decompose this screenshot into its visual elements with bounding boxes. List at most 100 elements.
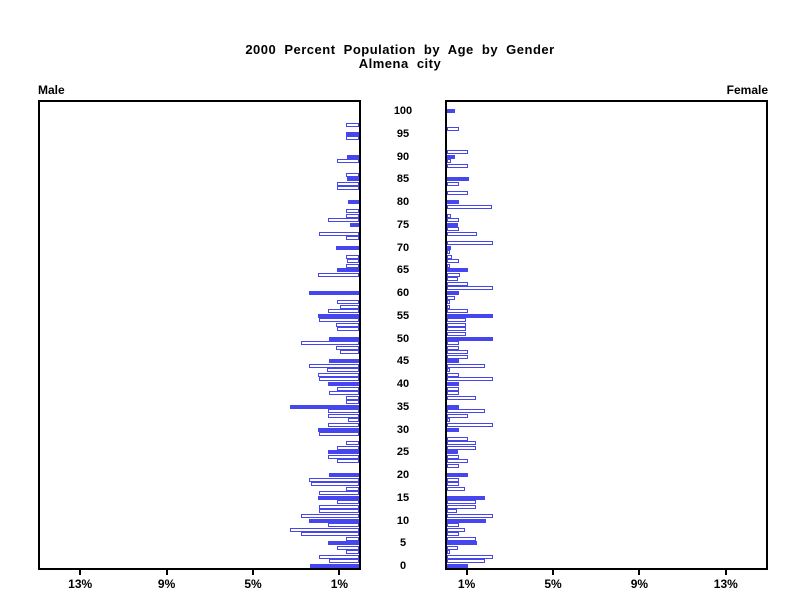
- bar-female-age-35: [447, 404, 459, 409]
- bar-male-age-52: [337, 327, 359, 332]
- age-axis-label-25: 25: [396, 446, 410, 459]
- bar-female-age-32: [447, 418, 450, 423]
- bar-female-age-28: [447, 436, 468, 441]
- bar-male-age-44: [309, 363, 359, 368]
- bar-male-age-27: [346, 441, 359, 446]
- bar-male-age-85: [347, 177, 359, 182]
- bar-male-age-40: [328, 382, 359, 386]
- bar-female-age-26: [447, 445, 476, 450]
- bar-female-age-19: [447, 477, 459, 482]
- bar-female-age-47: [447, 350, 468, 355]
- bar-male-age-20: [329, 473, 359, 477]
- chart-title: 2000 Percent Population by Age by Gender: [245, 42, 555, 57]
- bar-female-age-2: [447, 554, 493, 559]
- bar-female-age-77: [447, 213, 451, 218]
- bar-male-age-53: [336, 322, 359, 327]
- bar-male-age-7: [301, 532, 359, 537]
- bar-female-age-44: [447, 363, 485, 368]
- bar-female-age-25: [447, 450, 458, 455]
- female-axis-tick-1: [465, 570, 468, 575]
- bar-female-age-41: [447, 377, 493, 382]
- bar-male-age-80: [348, 200, 359, 204]
- bar-male-age-13: [319, 504, 359, 509]
- bar-male-age-8: [290, 527, 359, 532]
- bar-female-age-11: [447, 513, 493, 518]
- female-axis-tick-label-9: 9%: [630, 577, 649, 591]
- female-axis-tick-9: [638, 570, 641, 575]
- bar-male-age-11: [301, 513, 359, 518]
- bar-female-age-76: [447, 218, 459, 223]
- bar-male-age-41: [319, 377, 359, 382]
- bar-male-age-25: [328, 450, 359, 455]
- bar-male-age-17: [346, 486, 359, 491]
- female-side-label: Female: [726, 83, 768, 97]
- bar-female-age-40: [447, 382, 459, 386]
- bar-male-age-26: [337, 445, 359, 450]
- age-axis-label-10: 10: [396, 514, 410, 527]
- bar-female-age-91: [447, 149, 468, 154]
- bar-male-age-0: [310, 564, 359, 568]
- bar-female-age-56: [447, 309, 468, 314]
- bar-female-age-31: [447, 422, 493, 427]
- bar-female-age-60: [447, 291, 459, 295]
- bar-male-age-55: [318, 313, 359, 318]
- age-axis-label-100: 100: [393, 105, 413, 117]
- bar-female-age-10: [447, 518, 486, 523]
- bar-female-age-23: [447, 459, 468, 464]
- bar-male-age-78: [346, 209, 359, 214]
- bar-female-age-18: [447, 482, 459, 487]
- bar-female-age-55: [447, 313, 493, 318]
- male-axis-tick-label-1: 1%: [330, 577, 349, 591]
- bar-male-age-86: [346, 172, 359, 177]
- bar-male-age-29: [319, 432, 359, 437]
- bar-female-age-27: [447, 441, 476, 446]
- age-axis-label-50: 50: [396, 332, 410, 345]
- bar-male-age-94: [346, 136, 359, 141]
- bar-female-age-30: [447, 427, 459, 432]
- bar-male-age-5: [328, 541, 359, 546]
- bar-female-age-73: [447, 231, 477, 236]
- bar-female-age-5: [447, 541, 477, 546]
- bar-male-age-49: [301, 341, 359, 346]
- bar-male-age-76: [328, 218, 359, 223]
- bar-male-age-43: [327, 368, 359, 373]
- bar-female-age-61: [447, 286, 493, 291]
- age-axis-label-0: 0: [399, 560, 407, 572]
- bar-male-age-84: [337, 181, 359, 186]
- bar-female-age-49: [447, 341, 459, 346]
- female-axis-tick-label-13: 13%: [713, 577, 738, 591]
- bar-female-age-63: [447, 277, 458, 282]
- bar-male-age-12: [319, 509, 359, 514]
- bar-female-age-52: [447, 327, 466, 332]
- bar-female-age-80: [447, 200, 459, 204]
- bar-female-age-82: [447, 190, 468, 195]
- bar-male-age-64: [318, 272, 359, 277]
- bar-female-age-70: [447, 245, 451, 250]
- bar-male-age-38: [329, 391, 359, 396]
- bar-female-age-45: [447, 359, 459, 364]
- bar-male-age-24: [328, 454, 359, 459]
- bar-female-age-68: [447, 254, 452, 259]
- bar-male-age-67: [347, 259, 359, 264]
- bar-female-age-38: [447, 391, 459, 396]
- age-axis-label-35: 35: [396, 400, 410, 413]
- male-axis-tick-5: [252, 570, 254, 575]
- age-axis-label-70: 70: [396, 241, 410, 254]
- bar-female-age-6: [447, 536, 476, 541]
- bar-female-age-64: [447, 272, 460, 277]
- bar-female-age-50: [447, 336, 493, 341]
- bar-female-age-8: [447, 527, 465, 532]
- bar-male-age-2: [319, 554, 359, 559]
- bar-female-age-85: [447, 177, 469, 182]
- bar-female-age-100: [447, 109, 455, 113]
- bar-male-age-65: [337, 268, 359, 273]
- bar-female-age-96: [447, 127, 459, 132]
- bar-female-age-84: [447, 181, 459, 186]
- bar-female-age-34: [447, 409, 485, 414]
- male-axis-tick-label-5: 5%: [244, 577, 262, 591]
- bar-female-age-12: [447, 509, 457, 514]
- bar-female-age-15: [447, 495, 485, 500]
- bar-female-age-67: [447, 259, 459, 264]
- bar-male-age-90: [347, 154, 359, 159]
